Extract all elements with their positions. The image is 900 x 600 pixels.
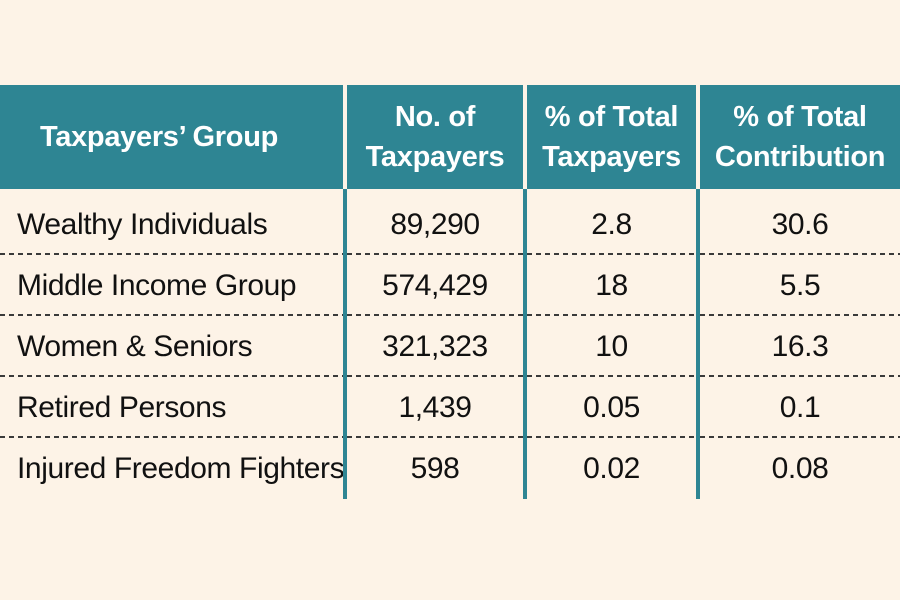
header-pct-contribution: % of Total Contribution (696, 85, 900, 189)
cell-group: Injured Freedom Fighters (17, 451, 345, 485)
header-pct-taxpayers: % of Total Taxpayers (523, 85, 696, 189)
cell-pct-taxpayers: 18 (523, 255, 696, 316)
cell-count: 89,290 (343, 189, 523, 255)
cell-count: 1,439 (343, 377, 523, 438)
cell-pct-taxpayers: 2.8 (523, 189, 696, 255)
cell-pct-contribution: 30.6 (696, 189, 900, 255)
cell-pct-taxpayers: 10 (523, 316, 696, 377)
cell-group: Women & Seniors (0, 316, 343, 377)
header-group: Taxpayers’ Group (0, 85, 343, 189)
cell-pct-contribution: 0.1 (696, 377, 900, 438)
table-grid: Taxpayers’ Group No. of Taxpayers% of Tot… (0, 85, 900, 499)
cell-pct-contribution: 0.08 (696, 438, 900, 499)
cell-pct-contribution: 16.3 (696, 316, 900, 377)
cell-group: Wealthy Individuals (0, 189, 343, 255)
cell-count: 321,323 (343, 316, 523, 377)
cell-pct-taxpayers: 0.02 (523, 438, 696, 499)
cell-group: Middle Income Group (0, 255, 343, 316)
header-count: No. of Taxpayers (343, 85, 523, 189)
cell-count: 598 (343, 438, 523, 499)
cell-pct-taxpayers: 0.05 (523, 377, 696, 438)
taxpayer-table: Taxpayers’ Group No. of Taxpayers% of Tot… (0, 85, 900, 499)
cell-group: Retired Persons (0, 377, 343, 438)
cell-count: 574,429 (343, 255, 523, 316)
cell-pct-contribution: 5.5 (696, 255, 900, 316)
